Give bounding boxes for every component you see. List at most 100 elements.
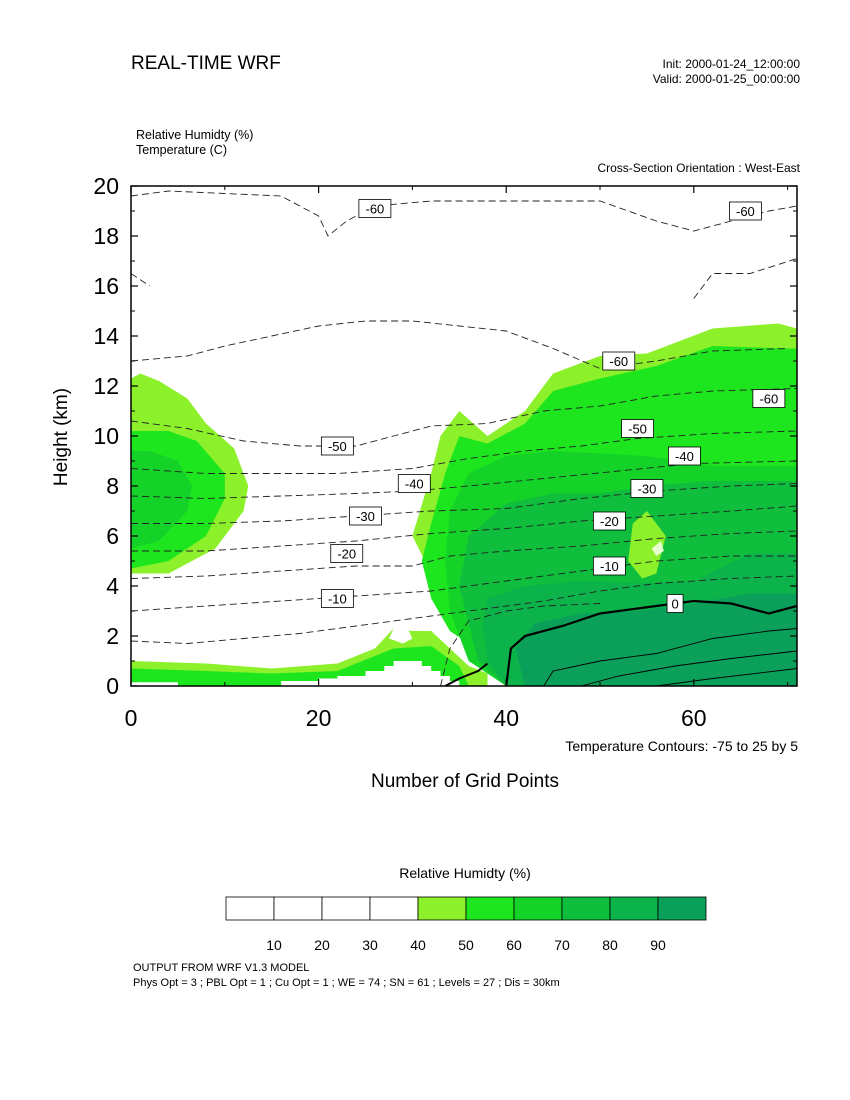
- terrain: [131, 661, 460, 686]
- colorbar-label-50: 50: [458, 937, 474, 953]
- contour-label-box-0: [358, 199, 392, 218]
- y-tick-label: 0: [106, 673, 119, 699]
- colorbar-box-9: [657, 896, 707, 921]
- colorbar-label-30: 30: [362, 937, 378, 953]
- contour-label-10: -20: [337, 547, 356, 562]
- contour-label-1: -60: [736, 204, 755, 219]
- x-axis-label: Number of Grid Points: [371, 771, 559, 792]
- model-footer: OUTPUT FROM WRF V1.3 MODEL Phys Opt = 3 …: [133, 961, 560, 991]
- temp-contour-solid-0: [505, 599, 797, 686]
- contour-label-box-10: [330, 544, 364, 563]
- colorbar-box-2: [321, 896, 371, 921]
- contour-label-8: -30: [356, 509, 375, 524]
- contour-label-box-9: [630, 479, 664, 498]
- contour-label-box-7: [668, 446, 701, 466]
- y-tick-label: 6: [106, 523, 119, 549]
- colorbar-box-6: [513, 896, 563, 921]
- temp-contour-solid-4: [444, 662, 489, 686]
- contour-label-box-5: [621, 419, 654, 438]
- colorbar-box-7: [561, 896, 611, 921]
- y-tick-label: 18: [93, 223, 119, 249]
- temp-contour-5: [131, 430, 797, 474]
- temp-contour-6: [131, 460, 797, 499]
- rh-dry-pocket: [389, 628, 413, 644]
- contour-label-5: -50: [628, 422, 647, 437]
- colorbar-box-4: [417, 896, 467, 921]
- contour-label-7: -40: [675, 449, 694, 464]
- contour-label-box-4: [320, 436, 354, 456]
- plot-title: REAL-TIME WRF: [131, 53, 281, 74]
- temp-contour-2: [693, 258, 797, 299]
- colorbar-label-70: 70: [554, 937, 570, 953]
- colorbar-box-3: [369, 896, 419, 921]
- contour-label-14: 0: [671, 597, 678, 612]
- contour-label-4: -50: [328, 439, 347, 454]
- colorbar-label-60: 60: [506, 937, 522, 953]
- contour-label-box-11: [592, 511, 626, 531]
- contour-label-9: -30: [638, 482, 657, 497]
- colorbar-box-8: [609, 896, 659, 921]
- rh-fill-90: [515, 593, 797, 686]
- rh-cell-moist: [628, 511, 666, 579]
- y-tick-label: 14: [93, 323, 119, 349]
- rh-cell-core: [651, 541, 664, 556]
- contour-label-11: -20: [600, 514, 619, 529]
- temp-contour-10: [131, 555, 797, 612]
- contour-label-box-8: [349, 506, 382, 526]
- colorbar-label-90: 90: [650, 937, 666, 953]
- temp-contour-0: [131, 190, 797, 237]
- y-tick-label: 2: [106, 623, 119, 649]
- contour-label-13: -10: [600, 559, 619, 574]
- field-rh-label: Relative Humidty (%): [136, 128, 254, 142]
- contour-label-box-6: [397, 474, 431, 493]
- contour-label-box-3: [752, 389, 786, 408]
- temp-contour-solid-2: [581, 650, 797, 686]
- footer-line-2: Phys Opt = 3 ; PBL Opt = 1 ; Cu Opt = 1 …: [133, 977, 560, 989]
- temp-contour-3: [131, 320, 788, 369]
- orientation-label: Cross-Section Orientation : West-East: [597, 161, 800, 175]
- y-axis-label: Height (km): [51, 387, 72, 487]
- colorbar-label-80: 80: [602, 937, 618, 953]
- contour-label-box-12: [320, 589, 354, 608]
- contour-label-box-14: [666, 594, 684, 613]
- temp-contour-solid-1: [543, 628, 797, 686]
- contour-label-box-2: [602, 351, 636, 371]
- y-tick-label: 10: [93, 423, 119, 449]
- temp-contour-9: [131, 530, 797, 579]
- footer-line-1: OUTPUT FROM WRF V1.3 MODEL: [133, 962, 310, 974]
- x-tick-label: 60: [681, 705, 707, 731]
- temp-contour-11: [131, 575, 797, 644]
- contour-label-3: -60: [759, 392, 778, 407]
- temperature-contours: [131, 190, 797, 686]
- y-tick-label: 20: [93, 173, 119, 199]
- temp-contour-8: [131, 505, 797, 552]
- temp-contour-solid-3: [656, 668, 797, 686]
- colorbar-title: Relative Humidty (%): [399, 865, 531, 881]
- contour-note: Temperature Contours: -75 to 25 by 5: [565, 738, 798, 754]
- contour-label-box-13: [592, 556, 626, 576]
- valid-time: Valid: 2000-01-25_00:00:00: [652, 72, 800, 86]
- colorbar-label-10: 10: [266, 937, 282, 953]
- x-tick-label: 0: [125, 705, 138, 731]
- y-tick-label: 8: [106, 473, 119, 499]
- contour-label-12: -10: [328, 592, 347, 607]
- rh-fill-layer: [131, 323, 797, 686]
- temp-contour-7: [131, 483, 797, 524]
- init-time: Init: 2000-01-24_12:00:00: [662, 57, 800, 71]
- colorbar-label-40: 40: [410, 937, 426, 953]
- y-tick-label: 12: [93, 373, 119, 399]
- x-tick-label: 20: [306, 705, 332, 731]
- temp-contour-4: [131, 388, 797, 447]
- temp-contour-1: [131, 273, 151, 287]
- field-list: Relative Humidty (%) Temperature (C): [136, 128, 253, 158]
- colorbar-box-5: [465, 896, 515, 921]
- temp-contour-12: [440, 603, 601, 686]
- contour-label-6: -40: [405, 477, 424, 492]
- contour-label-2: -60: [609, 354, 628, 369]
- y-tick-label: 16: [93, 273, 119, 299]
- y-tick-label: 4: [106, 573, 119, 599]
- rh-left-60-70: [131, 451, 192, 549]
- colorbar-label-20: 20: [314, 937, 330, 953]
- colorbar-box-0: [225, 896, 275, 921]
